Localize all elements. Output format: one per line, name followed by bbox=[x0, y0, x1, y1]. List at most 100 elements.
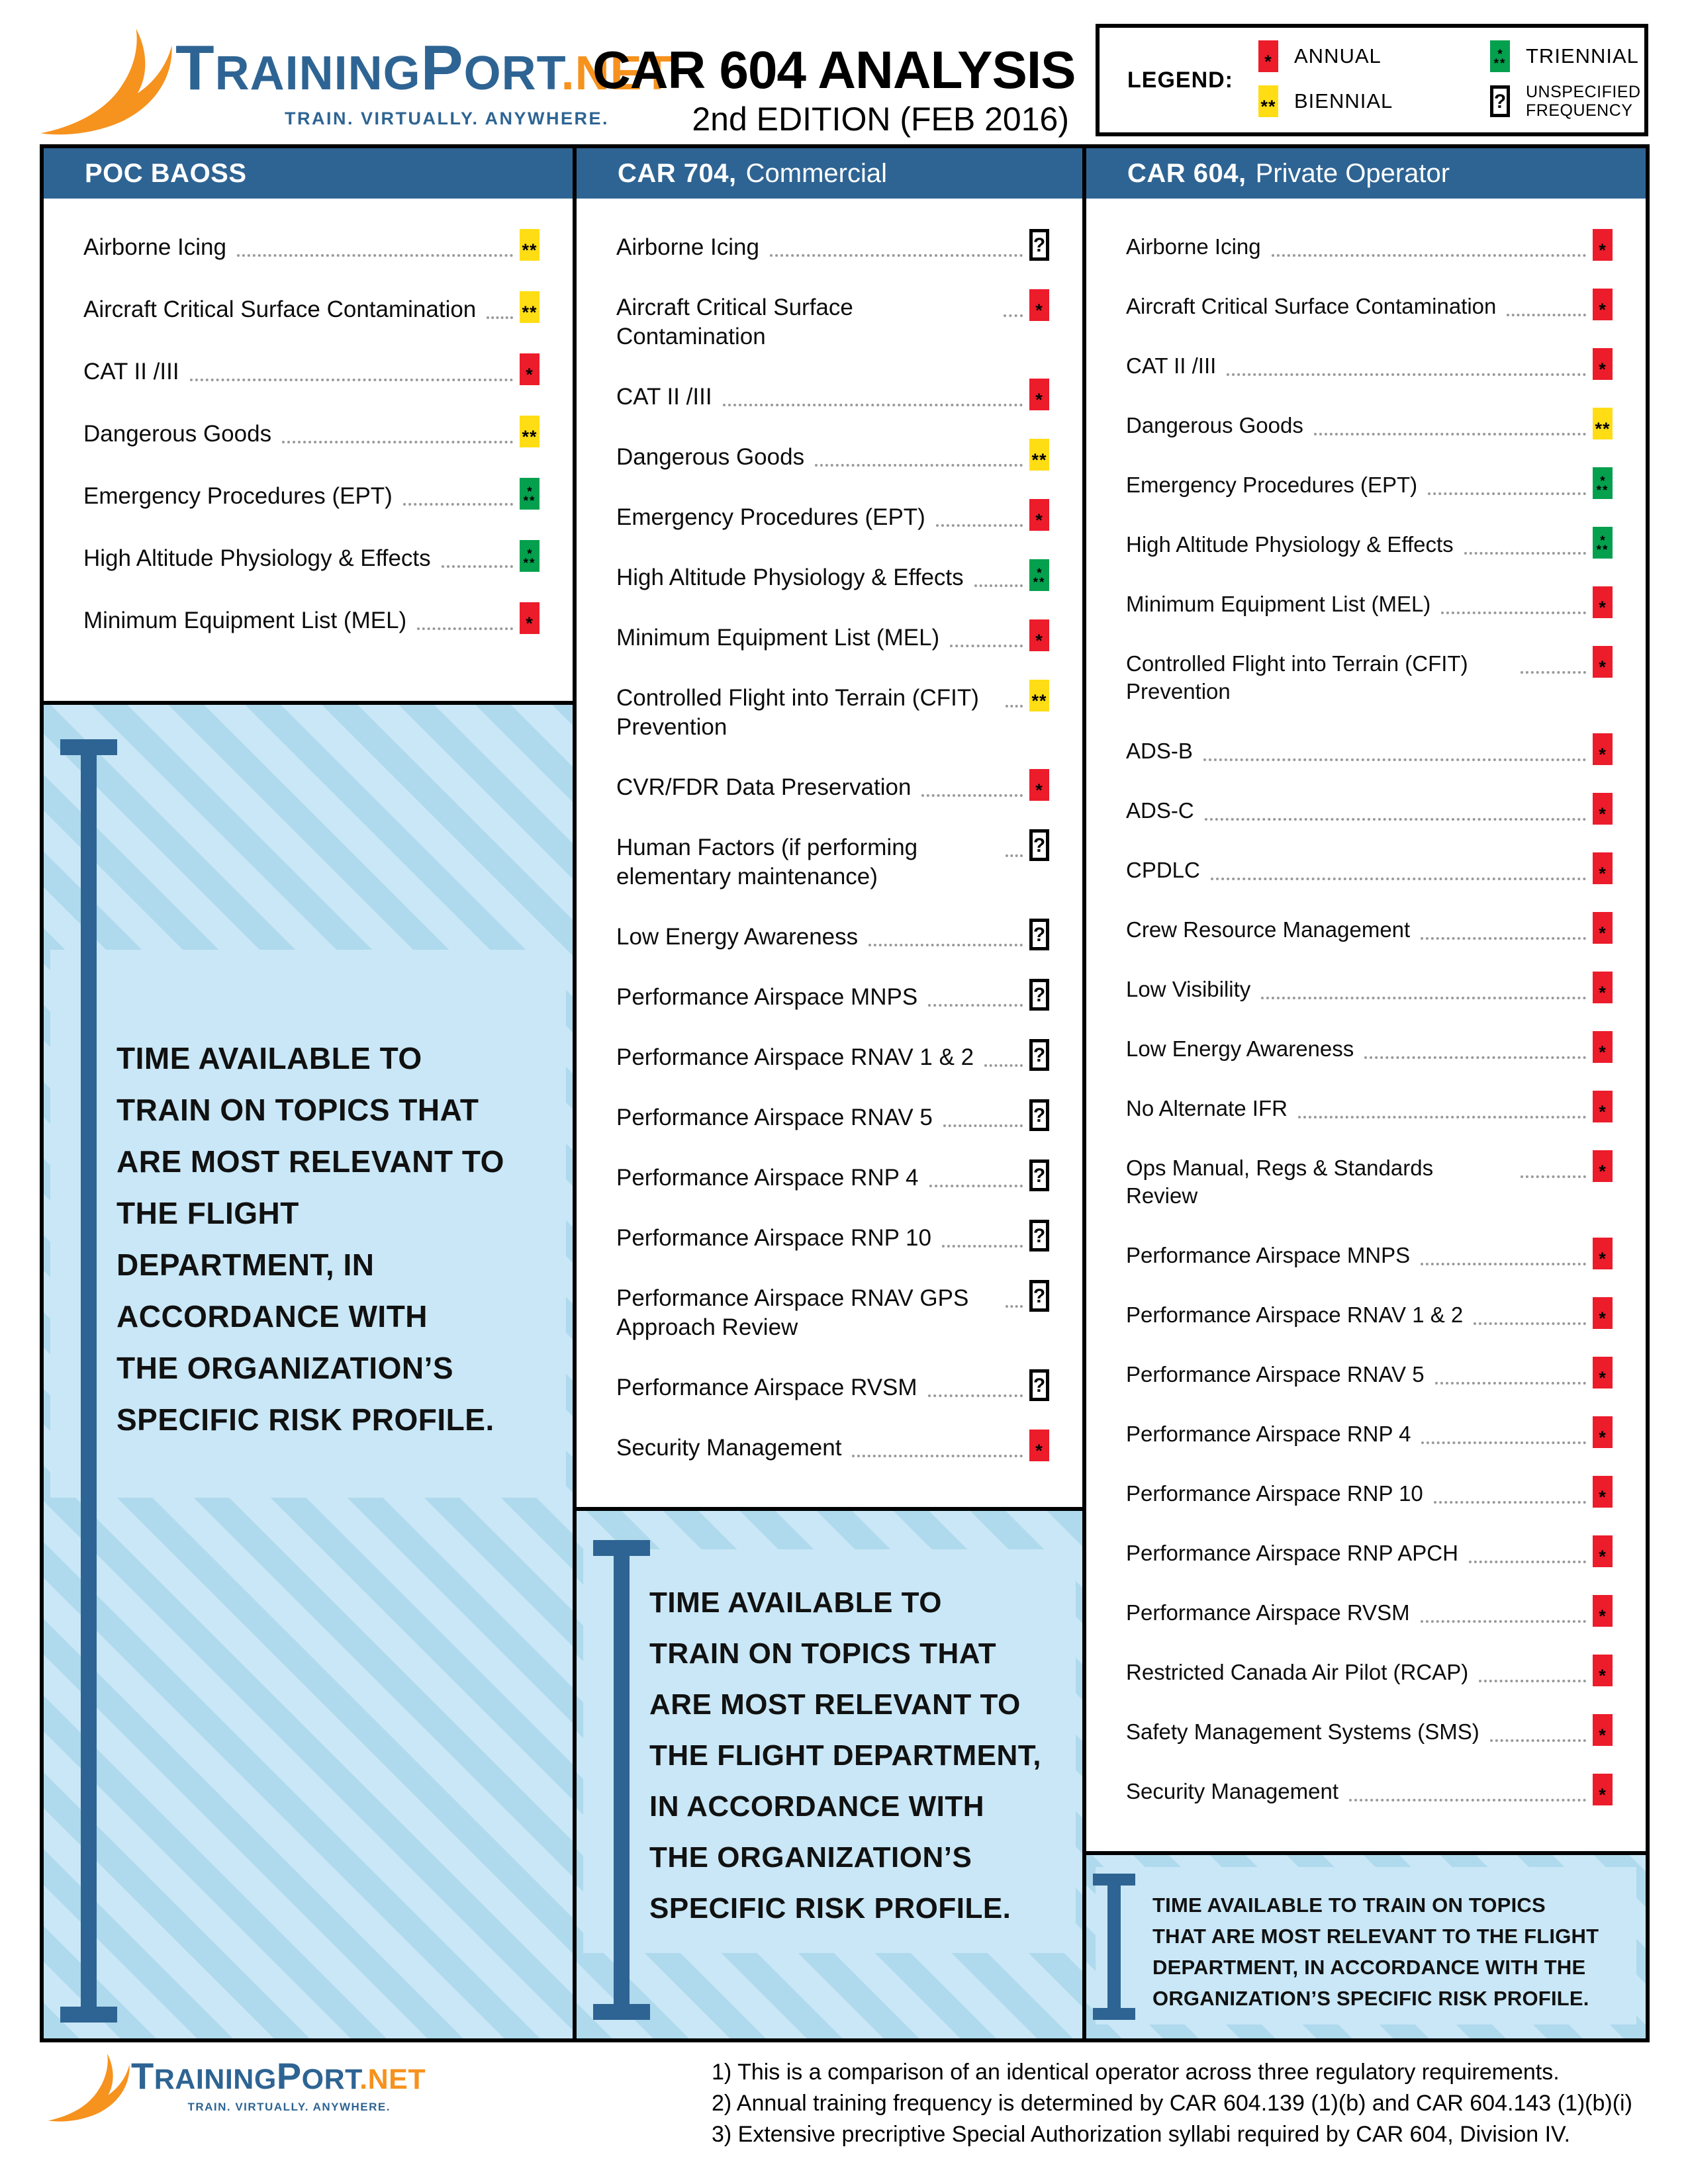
page-header: TRAININGPORT.NET TRAIN. VIRTUALLY. ANYWH… bbox=[40, 19, 1648, 144]
topic-label: Dangerous Goods bbox=[616, 444, 805, 470]
asterisks: ** bbox=[522, 240, 538, 260]
topic-label: Emergency Procedures (EPT) bbox=[616, 504, 925, 530]
topic-list: Airborne Icing? Aircraft Critical Surface… bbox=[577, 199, 1082, 1511]
topic-label: Safety Management Systems (SMS) bbox=[1126, 1719, 1479, 1744]
leader-line bbox=[1421, 1242, 1586, 1265]
frequency-badge-unspecified: ? bbox=[1029, 229, 1049, 261]
frequency-badge-triennial: * ** bbox=[520, 540, 539, 572]
asterisks: * bbox=[1035, 389, 1043, 410]
topic-row: Minimum Equipment List (MEL) * bbox=[83, 602, 539, 635]
topic-row: ADS-C * bbox=[1126, 793, 1613, 825]
leader-line bbox=[1006, 833, 1023, 857]
topic-row: Security Management * bbox=[616, 1430, 1049, 1463]
frequency-badge-annual: * bbox=[1593, 972, 1613, 1003]
leader-line bbox=[1349, 1778, 1586, 1801]
frequency-badge-annual: * bbox=[1593, 912, 1613, 944]
footer-brand-logo: TRAININGPORT.NET TRAIN. VIRTUALLY. ANYWH… bbox=[46, 2045, 444, 2171]
frequency-badge-biennial: ** bbox=[1593, 408, 1613, 439]
leader-line bbox=[868, 923, 1023, 946]
leader-line bbox=[722, 383, 1023, 406]
asterisks: * bbox=[1599, 1784, 1607, 1805]
asterisks: ** bbox=[1031, 690, 1047, 711]
leader-line bbox=[852, 1433, 1023, 1457]
topic-row: Ops Manual, Regs & Standards Review * bbox=[1126, 1150, 1613, 1210]
topic-row: Restricted Canada Air Pilot (RCAP) * bbox=[1126, 1655, 1613, 1686]
leader-line bbox=[1479, 1659, 1586, 1682]
frequency-badge-annual: * bbox=[520, 353, 539, 385]
leader-line bbox=[1521, 650, 1586, 674]
topic-label: Performance Airspace MNPS bbox=[1126, 1243, 1411, 1267]
topic-row: High Altitude Physiology & Effects * ** bbox=[1126, 527, 1613, 559]
topic-row: High Altitude Physiology & Effects * ** bbox=[83, 540, 539, 573]
leader-line bbox=[1261, 976, 1586, 999]
topic-row: No Alternate IFR * bbox=[1126, 1091, 1613, 1122]
topic-row: Airborne Icing? bbox=[616, 229, 1049, 262]
column-header-label-bold: CAR 604, bbox=[1127, 158, 1246, 188]
leader-line bbox=[189, 357, 513, 381]
legend-item-triennial: * ** TRIENNIAL bbox=[1490, 40, 1682, 72]
leader-line bbox=[1271, 233, 1586, 257]
leader-line bbox=[921, 773, 1023, 797]
topic-label: Minimum Equipment List (MEL) bbox=[1126, 592, 1431, 616]
topic-row: CPDLC * bbox=[1126, 852, 1613, 884]
legend-grid: * ANNUAL * ** TRIENNIAL ** BIENNIAL? UNSPECIFIE… bbox=[1258, 40, 1682, 120]
legend-item-label: BIENNIAL bbox=[1294, 89, 1393, 113]
frequency-badge-biennial: ** bbox=[520, 291, 539, 323]
frequency-badge-unspecified: ? bbox=[1029, 1369, 1049, 1401]
topic-label: Performance Airspace RNP 10 bbox=[616, 1225, 931, 1251]
leader-line bbox=[417, 606, 513, 630]
leader-line bbox=[941, 1224, 1023, 1248]
asterisks: ** bbox=[1260, 96, 1276, 116]
note-panel bbox=[50, 950, 566, 1498]
asterisks: ** bbox=[1031, 449, 1047, 470]
note-text: TIME AVAILABLE TO TRAIN ON TOPICS THAT A… bbox=[117, 1041, 504, 1437]
topic-row: Controlled Flight into Terrain (CFIT) Pr… bbox=[1126, 646, 1613, 705]
topic-label: CAT II /III bbox=[1126, 353, 1217, 378]
frequency-badge-annual: * bbox=[1029, 769, 1049, 801]
leader-line bbox=[1521, 1154, 1586, 1178]
title-block: CAR 604 ANALYSIS 2nd EDITION (FEB 2016) bbox=[592, 41, 1076, 139]
topic-label: Human Factors (if performing elementary … bbox=[616, 835, 918, 889]
asterisks: * bbox=[1599, 1367, 1607, 1388]
topic-row: CAT II /III * bbox=[83, 353, 539, 387]
frequency-badge-annual: * bbox=[1593, 1535, 1613, 1567]
leader-line bbox=[402, 482, 513, 506]
question-mark: ? bbox=[1033, 234, 1046, 256]
topic-row: CAT II /III * bbox=[1126, 348, 1613, 380]
brand-tagline: TRAIN. VIRTUALLY. ANYWHERE. bbox=[284, 109, 609, 128]
asterisks: ** bbox=[1595, 418, 1611, 439]
topic-row: Emergency Procedures (EPT) * ** bbox=[1126, 467, 1613, 499]
leader-line bbox=[769, 233, 1023, 257]
topic-label: Low Energy Awareness bbox=[616, 924, 859, 950]
topic-label: High Altitude Physiology & Effects bbox=[616, 565, 964, 590]
asterisks: ** bbox=[522, 426, 538, 447]
question-mark: ? bbox=[1033, 1105, 1046, 1126]
topic-row: Security Management * bbox=[1126, 1774, 1613, 1805]
topic-label: Aircraft Critical Surface Contamination bbox=[83, 296, 477, 322]
topic-label: Performance Airspace RNAV 5 bbox=[1126, 1362, 1425, 1387]
leader-line bbox=[1474, 1301, 1586, 1325]
leader-line bbox=[929, 1163, 1023, 1187]
frequency-badge-biennial: ** bbox=[520, 229, 539, 261]
triennial-asterisks: * ** bbox=[1596, 475, 1609, 498]
topic-label: Minimum Equipment List (MEL) bbox=[616, 625, 940, 651]
asterisks: * bbox=[1599, 744, 1607, 764]
asterisks: * bbox=[1599, 1546, 1607, 1567]
frequency-badge-annual: * bbox=[1029, 1430, 1049, 1461]
wordmark-part: ORT bbox=[301, 2064, 360, 2095]
topic-row: Performance Airspace RNP 4? bbox=[616, 1160, 1049, 1193]
topic-row: Dangerous Goods ** bbox=[616, 439, 1049, 472]
topic-row: ADS-B * bbox=[1126, 733, 1613, 765]
legend-item-label: UNSPECIFIED FREQUENCY bbox=[1526, 83, 1641, 120]
topic-row: Crew Resource Management * bbox=[1126, 912, 1613, 944]
topic-label: Performance Airspace RVSM bbox=[1126, 1600, 1410, 1625]
asterisks: * bbox=[1599, 1161, 1607, 1181]
topic-row: Performance Airspace RNAV 5? bbox=[616, 1099, 1049, 1132]
topic-row: Dangerous Goods ** bbox=[1126, 408, 1613, 439]
frequency-badge-annual: * bbox=[1593, 1714, 1613, 1746]
topic-label: Low Visibility bbox=[1126, 977, 1251, 1001]
legend-item-biennial: ** BIENNIAL bbox=[1258, 85, 1450, 117]
frequency-badge-unspecified: ? bbox=[1029, 1039, 1049, 1071]
topic-label: Performance Airspace RNAV 1 & 2 bbox=[1126, 1302, 1464, 1327]
topic-row: Controlled Flight into Terrain (CFIT) Pr… bbox=[616, 680, 1049, 742]
